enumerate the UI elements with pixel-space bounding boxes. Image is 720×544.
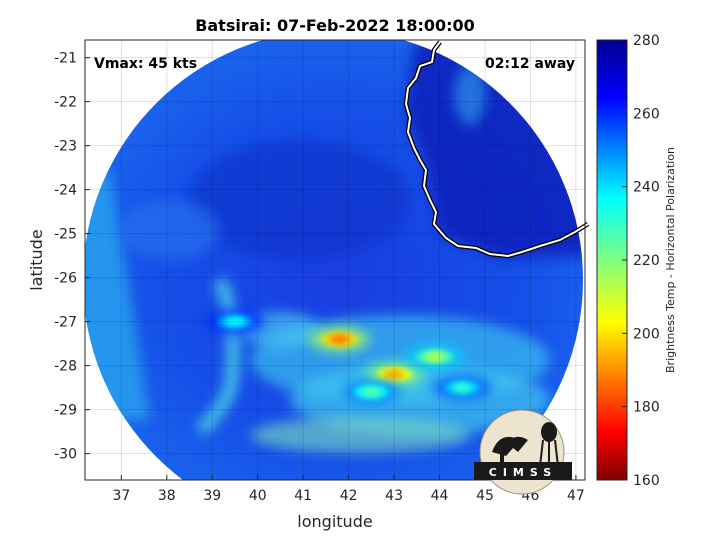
x-tick-label: 43 — [385, 488, 403, 504]
cold-cell-core — [384, 369, 405, 380]
colorbar-tick-label: 280 — [633, 33, 660, 49]
time-away-annotation: 02:12 away — [485, 56, 575, 72]
cimss-logo: CIMSS — [474, 409, 572, 495]
cold-cell-core — [225, 316, 245, 327]
y-axis-label: latitude — [27, 229, 46, 290]
x-tick-label: 38 — [158, 488, 176, 504]
colorbar-tick-label: 240 — [633, 180, 660, 196]
colorbar-tick-label: 160 — [633, 473, 660, 489]
plot-frame — [84, 39, 586, 481]
y-tick-label: -25 — [54, 227, 77, 243]
logo-text: CIMSS — [489, 466, 557, 479]
y-tick-label: -24 — [54, 183, 77, 199]
cold-cell-core — [329, 334, 350, 345]
colorbar-ticks: 280 260 240 220 200 180 160 — [622, 33, 660, 489]
colorbar-tick-label: 220 — [633, 253, 660, 269]
satellite-dish-icon — [492, 436, 528, 464]
x-tick-label: 41 — [294, 488, 312, 504]
y-tick-label: -22 — [54, 95, 77, 111]
colorbar-tick-label: 260 — [633, 106, 660, 122]
chart-title: Batsirai: 07-Feb-2022 18:00:00 — [195, 16, 475, 35]
colorbar-label: Brightness Temp - Horizontal Polarizatio… — [664, 147, 677, 373]
x-tick-label: 40 — [249, 488, 267, 504]
cold-cloud-cells — [205, 309, 493, 404]
y-tick-label: -29 — [54, 403, 77, 419]
x-tick-label: 42 — [340, 488, 358, 504]
x-tick-label: 37 — [112, 488, 130, 504]
y-tick-label: -27 — [54, 315, 77, 331]
vmax-annotation: Vmax: 45 kts — [94, 56, 197, 72]
x-axis: 37 38 39 40 41 42 43 44 45 46 47 — [112, 475, 585, 504]
colorbar-tick-label: 200 — [633, 326, 660, 342]
y-tick-label: -21 — [54, 51, 77, 67]
cold-cell-core — [361, 387, 382, 397]
x-tick-label: 47 — [567, 488, 585, 504]
cold-cell-core — [452, 382, 473, 393]
water-tower-icon — [539, 422, 559, 467]
imagery-swath — [85, 40, 583, 480]
y-tick-label: -26 — [54, 271, 77, 287]
x-tick-label: 39 — [203, 488, 221, 504]
colorbar-tick-label: 180 — [633, 400, 660, 416]
x-tick-label: 44 — [431, 488, 449, 504]
cold-cell-core — [425, 351, 445, 362]
coastline-highlight — [404, 41, 589, 258]
y-tick-label: -30 — [54, 447, 77, 463]
x-tick-label: 45 — [476, 488, 494, 504]
y-tick-label: -28 — [54, 359, 77, 375]
x-axis-label: longitude — [297, 512, 372, 531]
y-tick-label: -23 — [54, 139, 77, 155]
y-axis: -21 -22 -23 -24 -25 -26 -27 -28 -29 -30 — [54, 51, 90, 463]
